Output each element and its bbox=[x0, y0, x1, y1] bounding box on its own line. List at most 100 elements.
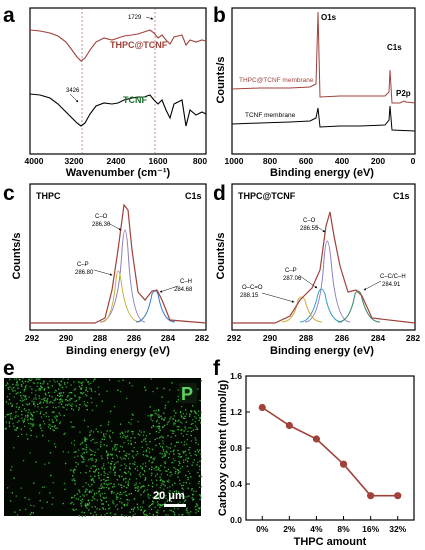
eds-signal-dot bbox=[83, 400, 85, 403]
eds-signal-dot bbox=[73, 389, 75, 391]
carboxy-content-line bbox=[261, 406, 398, 497]
eds-signal-dot bbox=[65, 462, 67, 465]
eds-signal-dot bbox=[21, 397, 23, 399]
panel-b-x-ticks: 1000 800 600 400 200 0 bbox=[225, 156, 416, 166]
eds-signal-dot bbox=[111, 453, 113, 456]
eds-signal-dot bbox=[168, 420, 170, 422]
eds-signal-dot bbox=[30, 429, 32, 432]
eds-signal-dot bbox=[180, 414, 182, 416]
eds-signal-dot bbox=[86, 395, 88, 397]
eds-signal-dot bbox=[127, 484, 129, 487]
eds-signal-dot bbox=[127, 515, 129, 517]
eds-signal-dot bbox=[40, 427, 42, 429]
eds-signal-dot bbox=[148, 484, 150, 486]
eds-signal-dot bbox=[140, 494, 142, 496]
eds-signal-dot bbox=[86, 451, 88, 453]
panel-f-xtick-label: 32% bbox=[389, 524, 406, 534]
eds-signal-dot bbox=[56, 415, 58, 417]
eds-signal-dot bbox=[5, 401, 8, 403]
eds-signal-dot bbox=[53, 425, 55, 428]
eds-signal-dot bbox=[90, 479, 92, 481]
eds-signal-dot bbox=[125, 455, 128, 457]
eds-signal-dot bbox=[177, 503, 179, 505]
eds-signal-dot bbox=[190, 434, 192, 437]
eds-signal-dot bbox=[56, 427, 59, 429]
panel-f-ytick-label: 0.4 bbox=[230, 479, 242, 489]
eds-signal-dot bbox=[100, 487, 103, 489]
eds-signal-dot bbox=[28, 396, 30, 398]
eds-signal-dot bbox=[7, 383, 9, 385]
eds-signal-dot bbox=[74, 494, 76, 496]
eds-signal-dot bbox=[145, 514, 147, 516]
eds-signal-dot bbox=[152, 500, 154, 502]
eds-signal-dot bbox=[22, 420, 24, 422]
eds-phosphorus-signal bbox=[4, 378, 203, 518]
eds-signal-dot bbox=[30, 423, 32, 425]
eds-signal-dot bbox=[174, 482, 176, 484]
eds-signal-dot bbox=[118, 475, 120, 477]
eds-signal-dot bbox=[14, 416, 16, 418]
eds-signal-dot bbox=[138, 474, 140, 476]
eds-signal-dot bbox=[101, 503, 103, 505]
eds-signal-dot bbox=[21, 410, 23, 413]
eds-signal-dot bbox=[15, 384, 17, 386]
eds-signal-dot bbox=[162, 483, 165, 486]
eds-signal-dot bbox=[131, 450, 133, 452]
eds-signal-dot bbox=[16, 403, 18, 405]
eds-signal-dot bbox=[157, 509, 159, 511]
eds-signal-dot bbox=[178, 464, 180, 466]
eds-signal-dot bbox=[155, 469, 157, 471]
eds-signal-dot bbox=[146, 489, 149, 491]
panel-a-x-label: Wavenumber (cm⁻¹) bbox=[66, 167, 171, 179]
eds-signal-dot bbox=[155, 511, 158, 513]
eds-signal-dot bbox=[135, 482, 137, 484]
eds-signal-dot bbox=[199, 417, 201, 419]
eds-signal-dot bbox=[65, 399, 67, 401]
panel-f-xtick-label: 16% bbox=[362, 524, 379, 534]
eds-signal-dot bbox=[166, 474, 169, 476]
xps-peak-p2p: P2p bbox=[396, 89, 411, 98]
eds-signal-dot bbox=[110, 515, 113, 517]
eds-signal-dot bbox=[119, 423, 122, 425]
eds-signal-dot bbox=[172, 458, 175, 460]
eds-signal-dot bbox=[82, 448, 84, 450]
eds-signal-dot bbox=[133, 498, 135, 500]
eds-signal-dot bbox=[13, 387, 15, 389]
eds-signal-dot bbox=[10, 417, 12, 420]
ftir-series-tcnf bbox=[29, 93, 207, 127]
eds-signal-dot bbox=[109, 437, 111, 439]
eds-signal-dot bbox=[186, 465, 189, 467]
eds-signal-dot bbox=[71, 442, 73, 444]
eds-signal-dot bbox=[69, 397, 72, 400]
eds-signal-dot bbox=[31, 415, 34, 417]
eds-signal-dot bbox=[25, 415, 27, 417]
eds-signal-dot bbox=[117, 496, 119, 499]
eds-signal-dot bbox=[124, 436, 126, 438]
eds-signal-dot bbox=[192, 404, 194, 407]
eds-signal-dot bbox=[162, 447, 164, 449]
eds-signal-dot bbox=[106, 451, 108, 453]
eds-signal-dot bbox=[192, 429, 194, 431]
eds-signal-dot bbox=[134, 461, 136, 463]
eds-signal-dot bbox=[149, 414, 152, 416]
eds-signal-dot bbox=[195, 439, 197, 441]
eds-signal-dot bbox=[45, 406, 47, 408]
eds-signal-dot bbox=[9, 415, 12, 417]
eds-signal-dot bbox=[135, 454, 137, 456]
eds-signal-dot bbox=[169, 490, 171, 492]
eds-signal-dot bbox=[119, 491, 122, 494]
eds-signal-dot bbox=[100, 498, 102, 500]
eds-signal-dot bbox=[119, 484, 122, 486]
eds-signal-dot bbox=[163, 488, 165, 490]
eds-signal-dot bbox=[83, 451, 86, 454]
eds-signal-dot bbox=[15, 411, 17, 413]
eds-signal-dot bbox=[136, 466, 138, 468]
eds-signal-dot bbox=[159, 452, 161, 454]
eds-signal-dot bbox=[117, 461, 119, 463]
eds-signal-dot bbox=[128, 466, 131, 468]
eds-signal-dot bbox=[33, 403, 35, 406]
eds-signal-dot bbox=[164, 407, 166, 409]
eds-signal-dot bbox=[31, 388, 33, 390]
eds-signal-dot bbox=[100, 445, 102, 448]
eds-signal-dot bbox=[71, 479, 73, 481]
